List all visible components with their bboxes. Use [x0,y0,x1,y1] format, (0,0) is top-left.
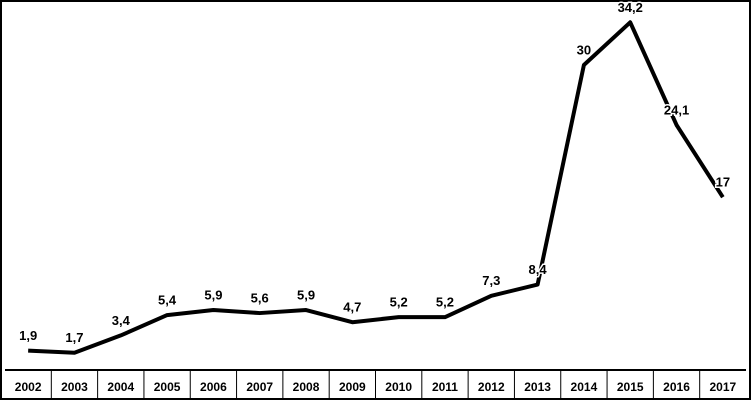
x-tick-label: 2010 [385,380,412,394]
data-label: 5,2 [436,295,454,310]
data-label: 1,9 [19,328,37,343]
data-label: 4,7 [343,300,361,315]
data-label: 17 [716,175,730,190]
data-line [28,20,725,355]
x-tick-label: 2005 [154,380,181,394]
x-tick-label: 2002 [15,380,42,394]
x-tick-label: 2012 [478,380,505,394]
x-tick-label: 2003 [61,380,88,394]
x-tick-label: 2008 [293,380,320,394]
x-tick-label: 2007 [246,380,273,394]
data-label: 5,9 [204,287,222,302]
data-label: 24,1 [664,102,689,117]
x-tick-label: 2017 [709,380,736,394]
x-tick-label: 2013 [524,380,551,394]
x-tick-label: 2016 [663,380,690,394]
data-label: 5,9 [297,287,315,302]
data-label: 5,6 [251,291,269,306]
data-label: 3,4 [112,313,131,328]
data-label: 34,2 [618,0,643,15]
x-tick-label: 2011 [432,380,458,394]
x-tick-label: 2015 [617,380,644,394]
data-label: 30 [577,42,591,57]
data-label: 5,2 [390,295,408,310]
x-tick-label: 2009 [339,380,366,394]
data-label: 5,4 [158,293,177,308]
data-label: 1,7 [65,330,83,345]
data-label: 7,3 [482,273,500,288]
x-tick-label: 2004 [107,380,134,394]
x-tick-label: 2006 [200,380,227,394]
data-label: 8,4 [529,262,548,277]
x-tick-label: 2014 [571,380,598,394]
